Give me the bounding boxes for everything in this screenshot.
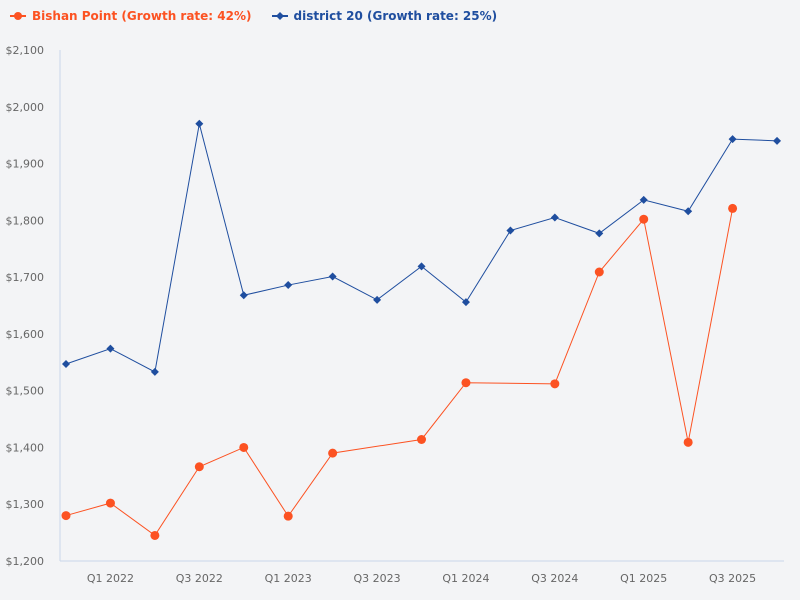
data-point (239, 442, 249, 452)
data-point (550, 213, 559, 222)
y-tick-label: $1,300 (6, 498, 45, 511)
data-point (728, 135, 737, 144)
series-line-0 (65, 208, 734, 537)
data-point (550, 379, 560, 389)
data-point (106, 344, 115, 353)
data-point (150, 530, 160, 540)
diamond-marker-icon (271, 12, 288, 20)
x-tick-label: Q1 2023 (265, 572, 312, 585)
data-point (283, 511, 293, 521)
y-tick-label: $1,900 (6, 158, 45, 171)
y-tick-label: $1,700 (6, 271, 45, 284)
x-tick-label: Q1 2024 (442, 572, 489, 585)
series-line-1 (65, 123, 778, 373)
y-tick-label: $1,400 (6, 441, 45, 454)
data-point (728, 203, 738, 213)
data-point (195, 119, 204, 128)
data-point (595, 229, 604, 238)
data-point (773, 136, 782, 145)
data-point (61, 511, 71, 521)
legend-label: Bishan Point (Growth rate: 42%) (32, 9, 252, 23)
circle-marker-icon (10, 12, 26, 20)
x-tick-label: Q3 2023 (354, 572, 401, 585)
data-point (684, 207, 693, 216)
data-point (639, 214, 649, 224)
legend-label: district 20 (Growth rate: 25%) (293, 9, 498, 23)
legend-item-bishan-point[interactable]: Bishan Point (Growth rate: 42%) (10, 9, 252, 23)
legend-item-district-20[interactable]: district 20 (Growth rate: 25%) (271, 9, 498, 23)
y-tick-label: $1,500 (6, 385, 45, 398)
data-point (594, 267, 604, 277)
data-point (417, 262, 426, 271)
x-tick-label: Q3 2022 (176, 572, 223, 585)
data-point (461, 298, 470, 307)
data-point (683, 437, 693, 447)
data-point (328, 448, 338, 458)
data-point (373, 295, 382, 304)
y-tick-label: $1,600 (6, 328, 45, 341)
data-point (506, 226, 515, 235)
y-tick-label: $2,100 (6, 44, 45, 57)
data-point (639, 195, 648, 204)
data-point (328, 272, 337, 281)
x-tick-label: Q3 2025 (709, 572, 756, 585)
data-point (417, 434, 427, 444)
data-point (461, 378, 471, 388)
data-point (239, 291, 248, 300)
data-point (284, 281, 293, 290)
data-point (105, 498, 115, 508)
y-tick-label: $1,800 (6, 214, 45, 227)
legend: Bishan Point (Growth rate: 42%) district… (10, 9, 497, 23)
x-tick-label: Q3 2024 (531, 572, 578, 585)
data-point (62, 359, 70, 368)
x-tick-label: Q1 2022 (87, 572, 134, 585)
data-point (194, 462, 204, 472)
y-tick-label: $1,200 (6, 555, 45, 568)
y-tick-label: $2,000 (6, 101, 45, 114)
data-point (150, 367, 159, 376)
x-tick-label: Q1 2025 (620, 572, 667, 585)
